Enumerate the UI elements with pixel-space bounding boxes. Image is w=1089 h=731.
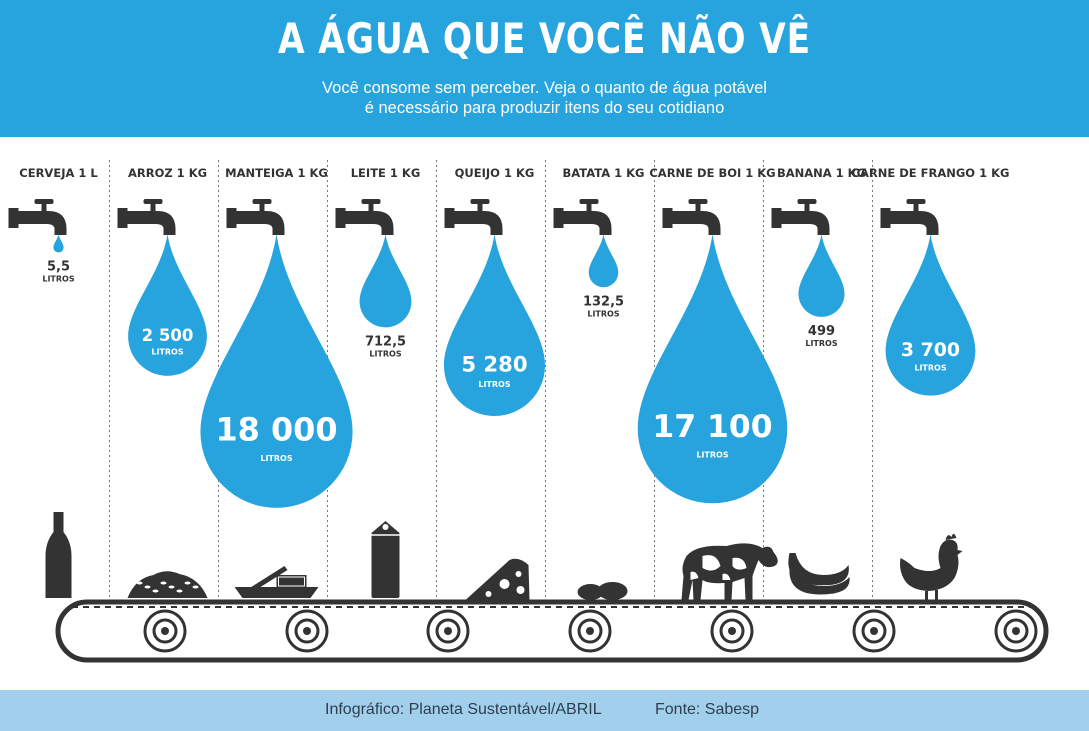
column: ARROZ 1 KG 2 500 LITROS	[117, 166, 208, 598]
subtitle-line-2: é necessário para produzir itens do seu …	[364, 99, 725, 117]
belt-wheel	[852, 609, 896, 653]
unit-label: LITROS	[805, 339, 837, 348]
water-drop	[588, 234, 619, 288]
water-drop	[798, 234, 845, 317]
column: MANTEIGA 1 KG 18 000 LITROS	[200, 166, 353, 598]
value-label: 3 700	[901, 339, 960, 361]
category-label: BATATA 1 KG	[563, 166, 645, 180]
unit-label: LITROS	[260, 454, 292, 463]
unit-label: LITROS	[42, 274, 74, 283]
water-drop	[637, 234, 788, 504]
water-drop	[200, 234, 353, 508]
belt-wheel	[994, 609, 1038, 653]
cheese-icon	[465, 558, 530, 600]
page-title: A ÁGUA QUE VOCÊ NÃO VÊ	[278, 14, 811, 63]
footer-source: Fonte: Sabesp	[655, 701, 760, 718]
faucet-icon	[553, 199, 612, 235]
belt-wheel	[710, 609, 754, 653]
value-label: 5,5	[47, 259, 70, 274]
header-banner: A ÁGUA QUE VOCÊ NÃO VÊ Você consome sem …	[0, 0, 1089, 137]
value-label: 132,5	[583, 294, 624, 309]
unit-label: LITROS	[914, 363, 946, 372]
belt-outline	[55, 599, 1049, 663]
footer-bar: Infográfico: Planeta Sustentável/ABRIL F…	[0, 690, 1089, 731]
column: QUEIJO 1 KG 5 280 LITROS	[443, 166, 546, 600]
unit-label: LITROS	[369, 349, 401, 358]
belt-wheel	[426, 609, 470, 653]
category-label: CERVEJA 1 L	[19, 166, 98, 180]
category-label: BANANA 1 KG	[777, 166, 866, 180]
water-drop	[885, 234, 976, 396]
rice-icon	[127, 571, 208, 598]
conveyor-belt	[55, 599, 1049, 663]
cow-icon	[681, 543, 778, 600]
faucet-icon	[117, 199, 176, 235]
subtitle-line-1: Você consome sem perceber. Veja o quanto…	[322, 79, 767, 97]
value-label: 499	[808, 324, 835, 339]
category-label: CARNE DE FRANGO 1 KG	[852, 166, 1010, 180]
category-label: LEITE 1 KG	[351, 166, 421, 180]
value-label: 17 100	[652, 409, 772, 445]
page-subtitle: Você consome sem perceber. Veja o quanto…	[0, 78, 1089, 118]
category-label: CARNE DE BOI 1 KG	[649, 166, 775, 180]
value-label: 712,5	[365, 334, 406, 349]
faucet-icon	[771, 199, 830, 235]
faucet-icon	[226, 199, 285, 235]
belt-wheel	[568, 609, 612, 653]
category-label: QUEIJO 1 KG	[455, 166, 535, 180]
water-drop	[128, 234, 207, 376]
unit-label: LITROS	[151, 347, 183, 356]
water-drop	[443, 234, 546, 416]
unit-label: LITROS	[478, 380, 510, 389]
column: CARNE DE FRANGO 1 KG 3 700 LITROS	[852, 166, 1010, 600]
category-label: MANTEIGA 1 KG	[225, 166, 328, 180]
faucet-icon	[444, 199, 503, 235]
faucet-icon	[8, 199, 67, 235]
water-drop	[359, 234, 412, 328]
unit-label: LITROS	[587, 309, 619, 318]
faucet-icon	[662, 199, 721, 235]
water-drop	[53, 234, 64, 253]
value-label: 2 500	[142, 326, 194, 345]
faucet-icon	[880, 199, 939, 235]
footer-credit: Infográfico: Planeta Sustentável/ABRIL	[325, 701, 602, 718]
faucet-icon	[335, 199, 394, 235]
milk-carton-icon	[371, 521, 400, 598]
column: CARNE DE BOI 1 KG 17 100 LITROS	[637, 166, 788, 600]
value-label: 18 000	[215, 411, 337, 449]
potato-icon	[577, 582, 628, 600]
value-label: 5 280	[461, 351, 527, 376]
belt-wheel	[285, 609, 329, 653]
unit-label: LITROS	[696, 450, 728, 459]
category-label: ARROZ 1 KG	[128, 166, 207, 180]
beer-bottle-icon	[45, 512, 72, 598]
butter-icon	[234, 566, 319, 598]
banana-icon	[788, 553, 850, 595]
belt-wheel	[143, 609, 187, 653]
chicken-icon	[900, 533, 963, 600]
